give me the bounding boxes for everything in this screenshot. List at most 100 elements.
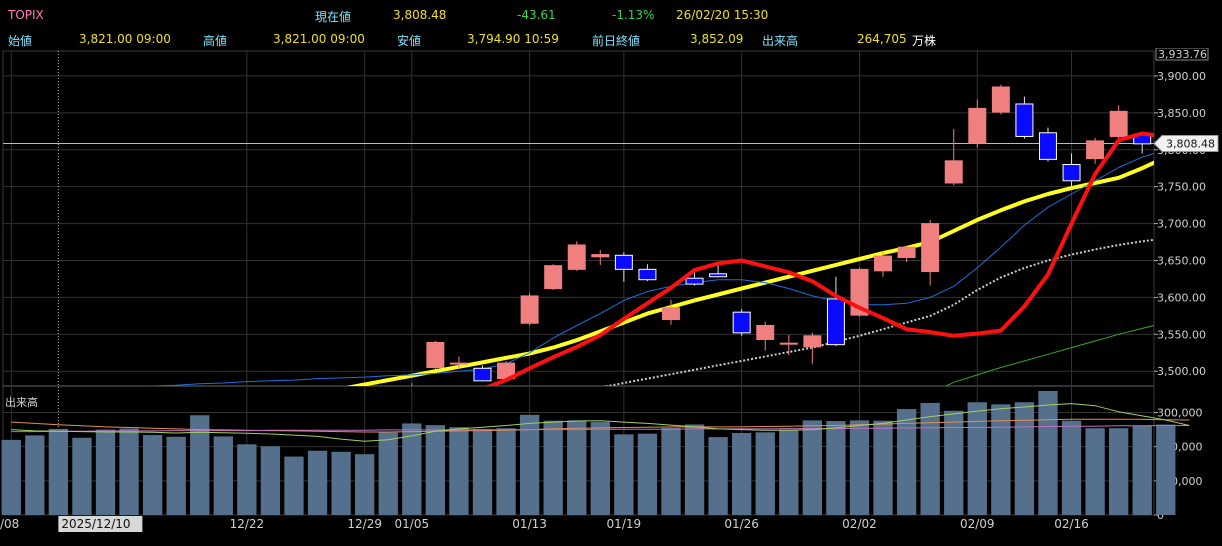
current-price-label: 3,808.48	[1166, 137, 1215, 150]
volume-ma-orange	[11, 418, 1190, 433]
quote-datetime: 26/02/20 15:30	[676, 8, 769, 22]
candlestick	[968, 99, 987, 148]
candlestick	[567, 241, 586, 271]
volume-bar	[732, 433, 752, 515]
candlestick	[944, 129, 963, 186]
current-price-tag	[1153, 134, 1219, 152]
date-label: 02/02	[842, 517, 877, 531]
volume-bar	[260, 446, 281, 515]
candle-body	[1038, 132, 1057, 160]
candlestick	[874, 251, 893, 277]
max-label-box	[1155, 48, 1209, 61]
candle-body	[732, 311, 751, 334]
ma-thin-blue-line	[11, 152, 1154, 386]
date-label: 01/13	[512, 517, 547, 531]
volume-label: 出来高	[762, 34, 799, 48]
candle-body	[661, 307, 680, 321]
volume-unit: 万株	[912, 34, 937, 48]
price-volume-chart[interactable]: 3,500.00 3,550.00 3,600.00 3,650.00 3,700.00…	[0, 48, 1222, 546]
volume-bar	[95, 429, 116, 515]
volume-bars	[1, 390, 1176, 515]
change-percent: -1.13%	[612, 8, 655, 22]
price-tick-label: 3,700.00	[1157, 218, 1206, 231]
price-tick-label: 3,500.00	[1157, 365, 1206, 378]
volume-bar	[590, 422, 610, 515]
candle-body	[544, 265, 563, 290]
candlestick	[1062, 153, 1081, 189]
volume-ma-green	[11, 403, 1190, 442]
volume-bar	[402, 423, 422, 515]
volume-bar	[849, 420, 870, 515]
date-label: /08	[0, 517, 19, 531]
price-tick-label: 3,750.00	[1157, 181, 1206, 194]
candle-body	[991, 86, 1010, 113]
candlestick	[520, 292, 539, 326]
volume-bar	[519, 414, 540, 515]
volume-bar	[1156, 424, 1176, 515]
volume-bar	[48, 428, 69, 515]
volume-bar	[802, 420, 823, 515]
candle-body	[426, 341, 445, 369]
candlestick	[661, 299, 680, 325]
candle-body	[944, 160, 963, 184]
volume-bar	[496, 428, 516, 515]
candle-body	[897, 246, 916, 259]
candlesticks	[411, 84, 1152, 386]
volume-bar	[826, 421, 846, 515]
index-title: TOPIX	[8, 8, 44, 22]
volume-bar	[449, 427, 469, 515]
volume-bar	[355, 454, 375, 515]
prev-close-label: 前日終値	[592, 34, 641, 48]
high-label: 高値	[203, 34, 228, 48]
date-label: 01/05	[395, 517, 430, 531]
ma5-red-line	[484, 131, 1154, 386]
volume-value: 264,705	[857, 32, 907, 46]
volume-bar	[944, 410, 964, 515]
price-tick-label: 3,600.00	[1157, 291, 1206, 304]
candlestick	[1038, 127, 1057, 162]
date-label: 12/22	[230, 517, 265, 531]
price-tick-label: 3,900.00	[1157, 70, 1206, 83]
ma-dotted-line	[602, 238, 1154, 386]
candlestick	[991, 84, 1010, 115]
volume-bar	[331, 451, 351, 515]
low-value: 3,794.90 10:59	[467, 32, 559, 46]
volume-moving-averages	[11, 403, 1190, 442]
low-label: 安値	[397, 34, 422, 48]
date-label: 02/16	[1054, 517, 1089, 531]
volume-bar	[1132, 425, 1152, 515]
candlestick	[449, 356, 468, 370]
candle-body	[591, 254, 610, 258]
max-price-label: 3,933.76	[1158, 48, 1207, 61]
candlestick	[426, 340, 445, 370]
volume-bar	[708, 437, 728, 515]
current-label: 現在値	[315, 10, 352, 24]
volume-bar	[142, 435, 163, 515]
candle-body	[1062, 164, 1081, 182]
volume-bar	[237, 444, 257, 515]
volume-bar	[614, 434, 634, 515]
quote-header-row-2: 始値 3,821.00 09:00 高値 3,821.00 09:00 安値 3…	[0, 28, 1222, 50]
candle-body	[874, 255, 893, 272]
candle-body	[921, 223, 940, 273]
volume-bar	[684, 424, 705, 515]
price-axis: 3,500.00 3,550.00 3,600.00 3,650.00 3,700.00…	[3, 48, 1219, 378]
volume-bar	[472, 428, 493, 515]
date-axis: /08 2025/12/10 12/22 12/29 01/05 01/13 01/19 01…	[0, 516, 1089, 532]
candlestick	[473, 365, 492, 382]
volume-bar	[1014, 402, 1035, 515]
volume-bar	[1038, 390, 1058, 515]
candlestick	[1086, 137, 1105, 164]
current-value: 3,808.48	[393, 8, 447, 22]
crosshair-date-label: 2025/12/10	[61, 517, 130, 531]
volume-ma-pink	[11, 425, 1190, 433]
high-value: 3,821.00 09:00	[273, 32, 365, 46]
volume-bar	[543, 420, 563, 515]
volume-bar	[1085, 428, 1105, 515]
volume-bar	[567, 420, 587, 515]
volume-bar	[166, 436, 186, 515]
crosshair-date-box	[58, 516, 143, 532]
candlestick	[732, 309, 751, 336]
volume-bar	[991, 404, 1011, 515]
price-tick-label: 3,650.00	[1157, 254, 1206, 267]
